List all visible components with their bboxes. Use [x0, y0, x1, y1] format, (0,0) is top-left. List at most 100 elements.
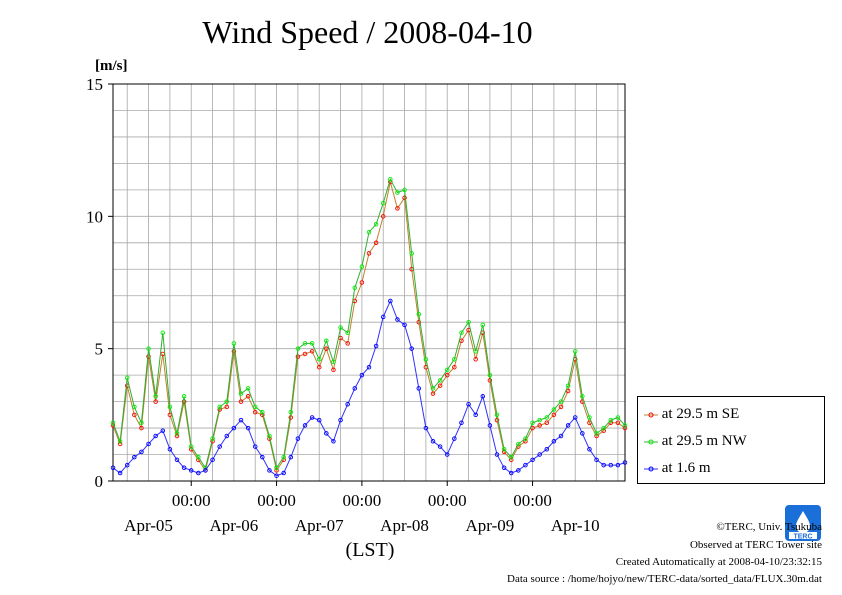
data-point — [395, 317, 400, 322]
data-point — [409, 251, 414, 256]
footer-copyright: ©TERC, Univ. Tsukuba — [716, 521, 822, 533]
data-point — [167, 404, 173, 410]
data-point — [281, 454, 286, 460]
data-point — [274, 473, 279, 478]
data-point — [288, 415, 294, 420]
chart-title: Wind Speed / 2008-04-10 — [202, 14, 533, 50]
data-point — [132, 454, 137, 460]
data-point — [544, 446, 550, 452]
data-point — [324, 346, 329, 351]
data-point — [153, 399, 158, 404]
y-axis: 0 5 10 15 — [86, 75, 113, 491]
data-point — [316, 364, 322, 370]
data-point — [388, 177, 393, 182]
data-point — [224, 404, 230, 410]
data-point — [203, 468, 208, 473]
data-point — [537, 423, 542, 428]
data-point — [288, 409, 294, 415]
data-point — [487, 423, 493, 428]
data-point — [132, 412, 137, 418]
data-point — [622, 423, 628, 428]
data-point — [572, 349, 578, 354]
data-point — [117, 470, 123, 476]
data-point — [181, 465, 187, 471]
data-point — [373, 240, 379, 246]
data-point — [153, 394, 158, 399]
data-point — [338, 417, 343, 423]
data-point — [587, 415, 592, 420]
data-point — [530, 457, 535, 463]
y-tick-label: 15 — [86, 75, 103, 94]
data-point — [409, 346, 414, 351]
data-point — [580, 431, 585, 436]
data-point — [174, 431, 180, 436]
data-point — [295, 436, 301, 441]
data-point — [416, 319, 422, 325]
data-point — [622, 425, 628, 431]
data-point — [501, 465, 507, 471]
date-label: Apr-10 — [551, 516, 600, 535]
data-point — [466, 401, 471, 407]
data-point — [558, 399, 564, 404]
data-point — [601, 425, 606, 431]
data-point — [437, 444, 443, 449]
data-point — [309, 349, 315, 354]
data-point — [523, 439, 528, 444]
data-point — [437, 383, 443, 388]
data-point — [508, 454, 514, 460]
footer-source: Data source : /home/hojyo/new/TERC-data/… — [507, 573, 822, 585]
data-point — [188, 444, 194, 449]
data-point — [452, 357, 457, 362]
data-point — [224, 399, 230, 404]
data-point — [288, 454, 294, 460]
data-point — [352, 386, 358, 391]
data-point — [295, 346, 301, 351]
data-point — [110, 420, 116, 426]
data-point — [615, 420, 621, 426]
legend-label: at 1.6 m — [661, 460, 711, 476]
data-point — [565, 383, 571, 388]
data-point — [345, 341, 350, 346]
data-point — [139, 449, 144, 455]
data-point — [345, 330, 350, 336]
data-point — [210, 457, 215, 463]
data-point — [231, 341, 237, 346]
legend-item: at 29.5 m NW — [644, 430, 747, 452]
data-point — [210, 436, 215, 441]
data-point — [174, 457, 180, 463]
data-point — [523, 436, 528, 441]
chart-series — [110, 177, 628, 478]
series-2 — [110, 177, 628, 471]
legend-label: at 29.5 m NW — [661, 433, 747, 449]
data-point — [324, 431, 329, 436]
footer-observed: Observed at TERC Tower site — [689, 539, 822, 551]
data-point — [366, 251, 372, 256]
data-point — [281, 470, 286, 476]
data-point — [416, 386, 422, 391]
x-tick-label: 00:00 — [343, 491, 382, 510]
data-point — [508, 457, 514, 463]
data-point — [615, 415, 621, 420]
date-label: Apr-08 — [380, 516, 429, 535]
data-point — [459, 420, 464, 426]
data-point — [402, 322, 407, 328]
data-point — [523, 462, 528, 468]
data-point — [444, 372, 450, 378]
x-axis-label: (LST) — [346, 539, 395, 561]
legend-swatch-icon — [644, 412, 658, 418]
data-point — [331, 367, 336, 373]
legend-label: at 29.5 m SE — [661, 406, 740, 422]
y-tick-label: 10 — [86, 207, 103, 226]
data-point — [466, 319, 471, 325]
date-label: Apr-09 — [466, 516, 515, 535]
data-point — [594, 433, 599, 439]
legend-swatch-icon — [644, 439, 658, 445]
data-point — [594, 457, 599, 463]
data-point — [260, 454, 265, 460]
data-point — [587, 446, 592, 452]
data-point — [274, 465, 279, 471]
date-label: Apr-05 — [124, 516, 173, 535]
data-point — [373, 222, 379, 227]
data-point — [558, 404, 564, 410]
data-point — [565, 423, 571, 428]
